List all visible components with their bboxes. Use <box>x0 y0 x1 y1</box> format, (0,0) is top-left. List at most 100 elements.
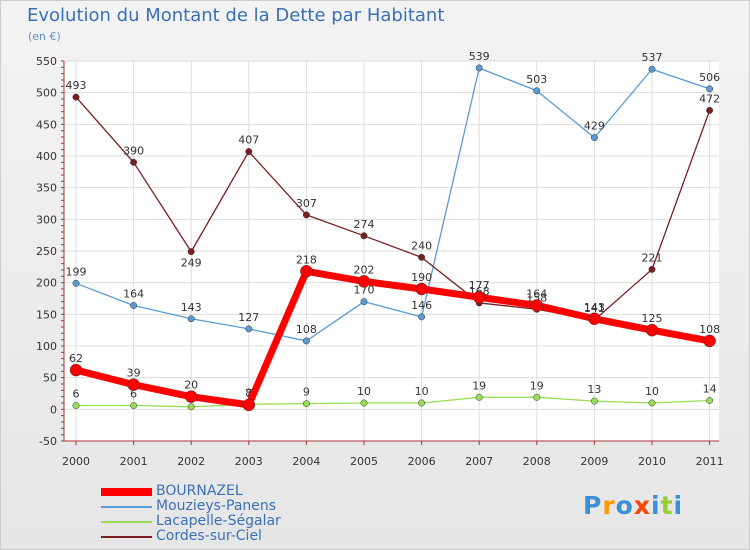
data-label-mouzieys-panens: 127 <box>238 311 259 324</box>
data-point-mouzieys-panens <box>187 315 195 323</box>
legend-label: Lacapelle-Ségalar <box>156 513 281 529</box>
data-point-lacapelle-s-galar <box>360 399 368 407</box>
data-point-cordes-sur-ciel <box>648 265 656 273</box>
data-label-bournazel: 20 <box>184 379 198 392</box>
data-point-bournazel <box>69 363 83 377</box>
data-label-cordes-sur-ciel: 307 <box>296 197 317 210</box>
data-label-cordes-sur-ciel: 141 <box>584 302 605 315</box>
data-point-lacapelle-s-galar <box>302 400 310 408</box>
legend-label: Cordes-sur-Ciel <box>156 528 262 544</box>
data-label-cordes-sur-ciel: 390 <box>123 144 144 157</box>
data-point-lacapelle-s-galar <box>648 399 656 407</box>
data-point-cordes-sur-ciel <box>72 93 80 101</box>
data-point-bournazel <box>530 299 544 312</box>
data-point-bournazel <box>184 390 198 403</box>
logo-letter: r <box>602 491 616 520</box>
data-point-bournazel <box>645 323 659 337</box>
legend-swatch <box>101 536 152 538</box>
y-tick-label: 150 <box>36 308 57 321</box>
data-label-cordes-sur-ciel: 158 <box>526 291 547 304</box>
data-label-cordes-sur-ciel: 221 <box>642 251 663 264</box>
data-point-bournazel <box>472 290 486 304</box>
logo-letter: i <box>673 491 684 520</box>
data-label-bournazel: 125 <box>642 312 663 325</box>
data-point-cordes-sur-ciel <box>245 148 253 156</box>
data-point-lacapelle-s-galar <box>533 393 541 401</box>
y-tick-label: 400 <box>36 150 57 163</box>
data-label-bournazel: 7 <box>245 387 252 400</box>
data-point-mouzieys-panens <box>72 279 80 287</box>
data-label-lacapelle-s-galar: 10 <box>357 385 371 398</box>
data-point-bournazel <box>588 312 601 326</box>
data-label-lacapelle-s-galar: 10 <box>415 385 429 398</box>
y-tick-label: 200 <box>36 277 57 290</box>
data-point-cordes-sur-ciel <box>706 106 714 114</box>
y-tick-label: 450 <box>36 118 57 131</box>
chart-title: Evolution du Montant de la Dette par Hab… <box>27 5 445 26</box>
x-tick-label: 2005 <box>350 455 378 468</box>
y-tick-label: 350 <box>36 182 57 195</box>
data-label-mouzieys-panens: 429 <box>584 120 605 133</box>
data-label-bournazel: 39 <box>127 367 141 380</box>
data-label-cordes-sur-ciel: 407 <box>238 134 259 147</box>
x-tick-label: 2002 <box>177 455 205 468</box>
x-tick-label: 2001 <box>120 455 148 468</box>
data-label-mouzieys-panens: 506 <box>699 71 720 84</box>
series-line-lacapelle-s-galar <box>76 396 710 408</box>
data-label-lacapelle-s-galar: 10 <box>645 385 659 398</box>
series-line-cordes-sur-ciel <box>75 96 711 321</box>
data-label-lacapelle-s-galar: 19 <box>472 379 486 392</box>
data-point-bournazel <box>127 378 140 391</box>
y-tick-label: 250 <box>36 245 57 258</box>
data-label-mouzieys-panens: 503 <box>526 73 547 86</box>
data-point-cordes-sur-ciel <box>302 211 310 219</box>
data-label-mouzieys-panens: 539 <box>469 50 490 63</box>
data-label-bournazel: 202 <box>354 263 375 276</box>
data-point-cordes-sur-ciel <box>130 158 138 166</box>
data-point-lacapelle-s-galar <box>418 399 426 407</box>
data-point-lacapelle-s-galar <box>590 397 598 405</box>
y-tick-label: 50 <box>43 372 57 385</box>
data-label-lacapelle-s-galar: 13 <box>587 383 601 396</box>
x-tick-label: 2010 <box>638 455 666 468</box>
data-point-cordes-sur-ciel <box>360 232 368 240</box>
data-label-bournazel: 177 <box>469 279 490 292</box>
data-label-mouzieys-panens: 164 <box>123 287 144 300</box>
x-tick-label: 2006 <box>408 455 436 468</box>
data-label-lacapelle-s-galar: 19 <box>530 379 544 392</box>
logo-letter: P <box>583 491 603 520</box>
data-point-lacapelle-s-galar <box>130 402 138 409</box>
x-tick-label: 2000 <box>62 455 90 468</box>
data-point-mouzieys-panens <box>475 64 483 72</box>
y-tick-label: 300 <box>36 213 57 226</box>
x-tick-label: 2008 <box>523 455 551 468</box>
chart-subtitle: (en €) <box>28 30 61 43</box>
logo-letter: x <box>633 491 651 520</box>
data-label-cordes-sur-ciel: 249 <box>181 257 202 270</box>
legend-swatch <box>101 506 152 508</box>
data-label-bournazel: 108 <box>699 323 720 336</box>
x-tick-label: 2009 <box>580 455 608 468</box>
logo-letter: i <box>651 491 661 520</box>
data-point-mouzieys-panens <box>533 87 541 95</box>
y-tick-label: 550 <box>36 55 57 68</box>
data-label-lacapelle-s-galar: 9 <box>303 386 310 399</box>
data-label-mouzieys-panens: 170 <box>354 284 375 297</box>
series-line-mouzieys-panens <box>75 67 710 342</box>
data-point-mouzieys-panens <box>302 337 310 345</box>
data-label-bournazel: 62 <box>69 352 83 365</box>
data-label-mouzieys-panens: 537 <box>642 51 663 64</box>
y-tick-label: 100 <box>36 340 57 353</box>
y-tick-label: 500 <box>36 87 57 100</box>
data-point-bournazel <box>415 282 428 296</box>
data-label-mouzieys-panens: 146 <box>411 299 432 312</box>
data-point-lacapelle-s-galar <box>706 397 714 404</box>
proxiti-logo: Proxiti <box>583 491 683 520</box>
data-label-cordes-sur-ciel: 493 <box>66 79 87 92</box>
data-label-bournazel: 218 <box>296 253 317 266</box>
data-label-cordes-sur-ciel: 274 <box>354 218 375 231</box>
data-label-cordes-sur-ciel: 472 <box>699 92 720 105</box>
y-tick-label: -50 <box>39 435 57 448</box>
